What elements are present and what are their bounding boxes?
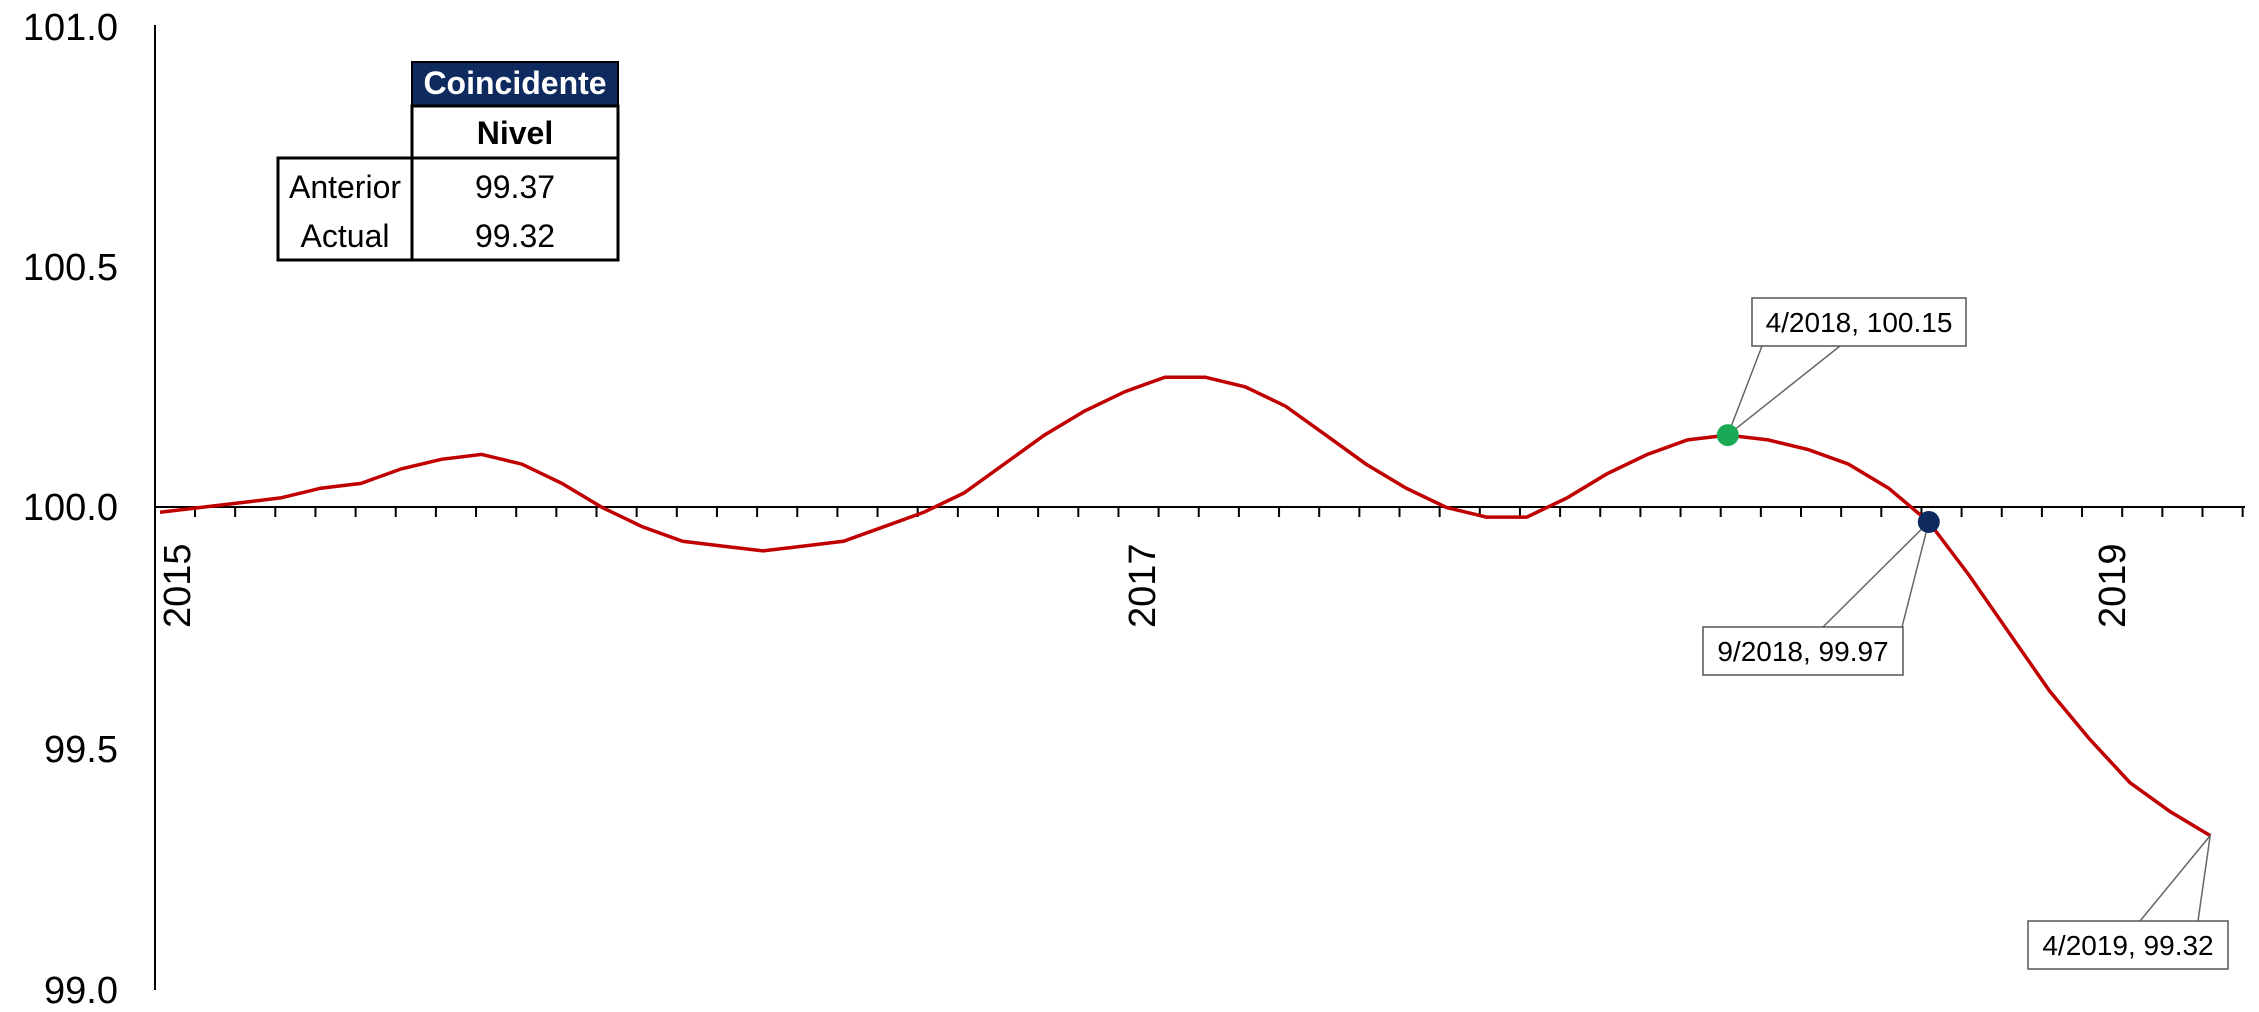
y-tick-label: 99.0 xyxy=(44,970,118,1012)
callout-label: 4/2018, 100.15 xyxy=(1766,307,1953,338)
series-line xyxy=(159,375,2212,838)
callout-apr-2019: 4/2019, 99.32 xyxy=(2027,920,2229,970)
y-tick-label: 100.0 xyxy=(23,487,118,529)
table-header: Coincidente xyxy=(423,65,606,101)
x-tick-label: 2015 xyxy=(157,543,199,628)
highlight-marker-green xyxy=(1716,424,1739,447)
table-row-value: 99.37 xyxy=(475,169,555,205)
callout-label: 9/2018, 99.97 xyxy=(1717,636,1888,667)
table-subheader: Nivel xyxy=(477,115,553,151)
table-row-label: Actual xyxy=(301,218,390,254)
y-tick-label: 101.0 xyxy=(23,7,118,49)
highlight-marker-navy xyxy=(1917,510,1940,533)
leader-line xyxy=(1726,345,1841,438)
table-row-label: Anterior xyxy=(289,169,401,205)
y-tick-label: 99.5 xyxy=(44,729,118,771)
y-tick-label: 100.5 xyxy=(23,247,118,289)
x-tick-label: 2019 xyxy=(2092,543,2134,628)
leader-line xyxy=(1822,519,1931,628)
callout-apr-2018: 4/2018, 100.15 xyxy=(1751,297,1967,347)
x-ticks xyxy=(194,507,2244,517)
callout-sep-2018: 9/2018, 99.97 xyxy=(1702,626,1904,676)
callout-label: 4/2019, 99.32 xyxy=(2042,930,2213,961)
table-header-cell xyxy=(411,61,619,107)
info-table: Coincidente Nivel Anterior 99.37 Actual … xyxy=(276,61,620,262)
x-tick-label: 2017 xyxy=(1122,543,1164,628)
table-row-value: 99.32 xyxy=(475,218,555,254)
leader-line xyxy=(2139,833,2212,922)
